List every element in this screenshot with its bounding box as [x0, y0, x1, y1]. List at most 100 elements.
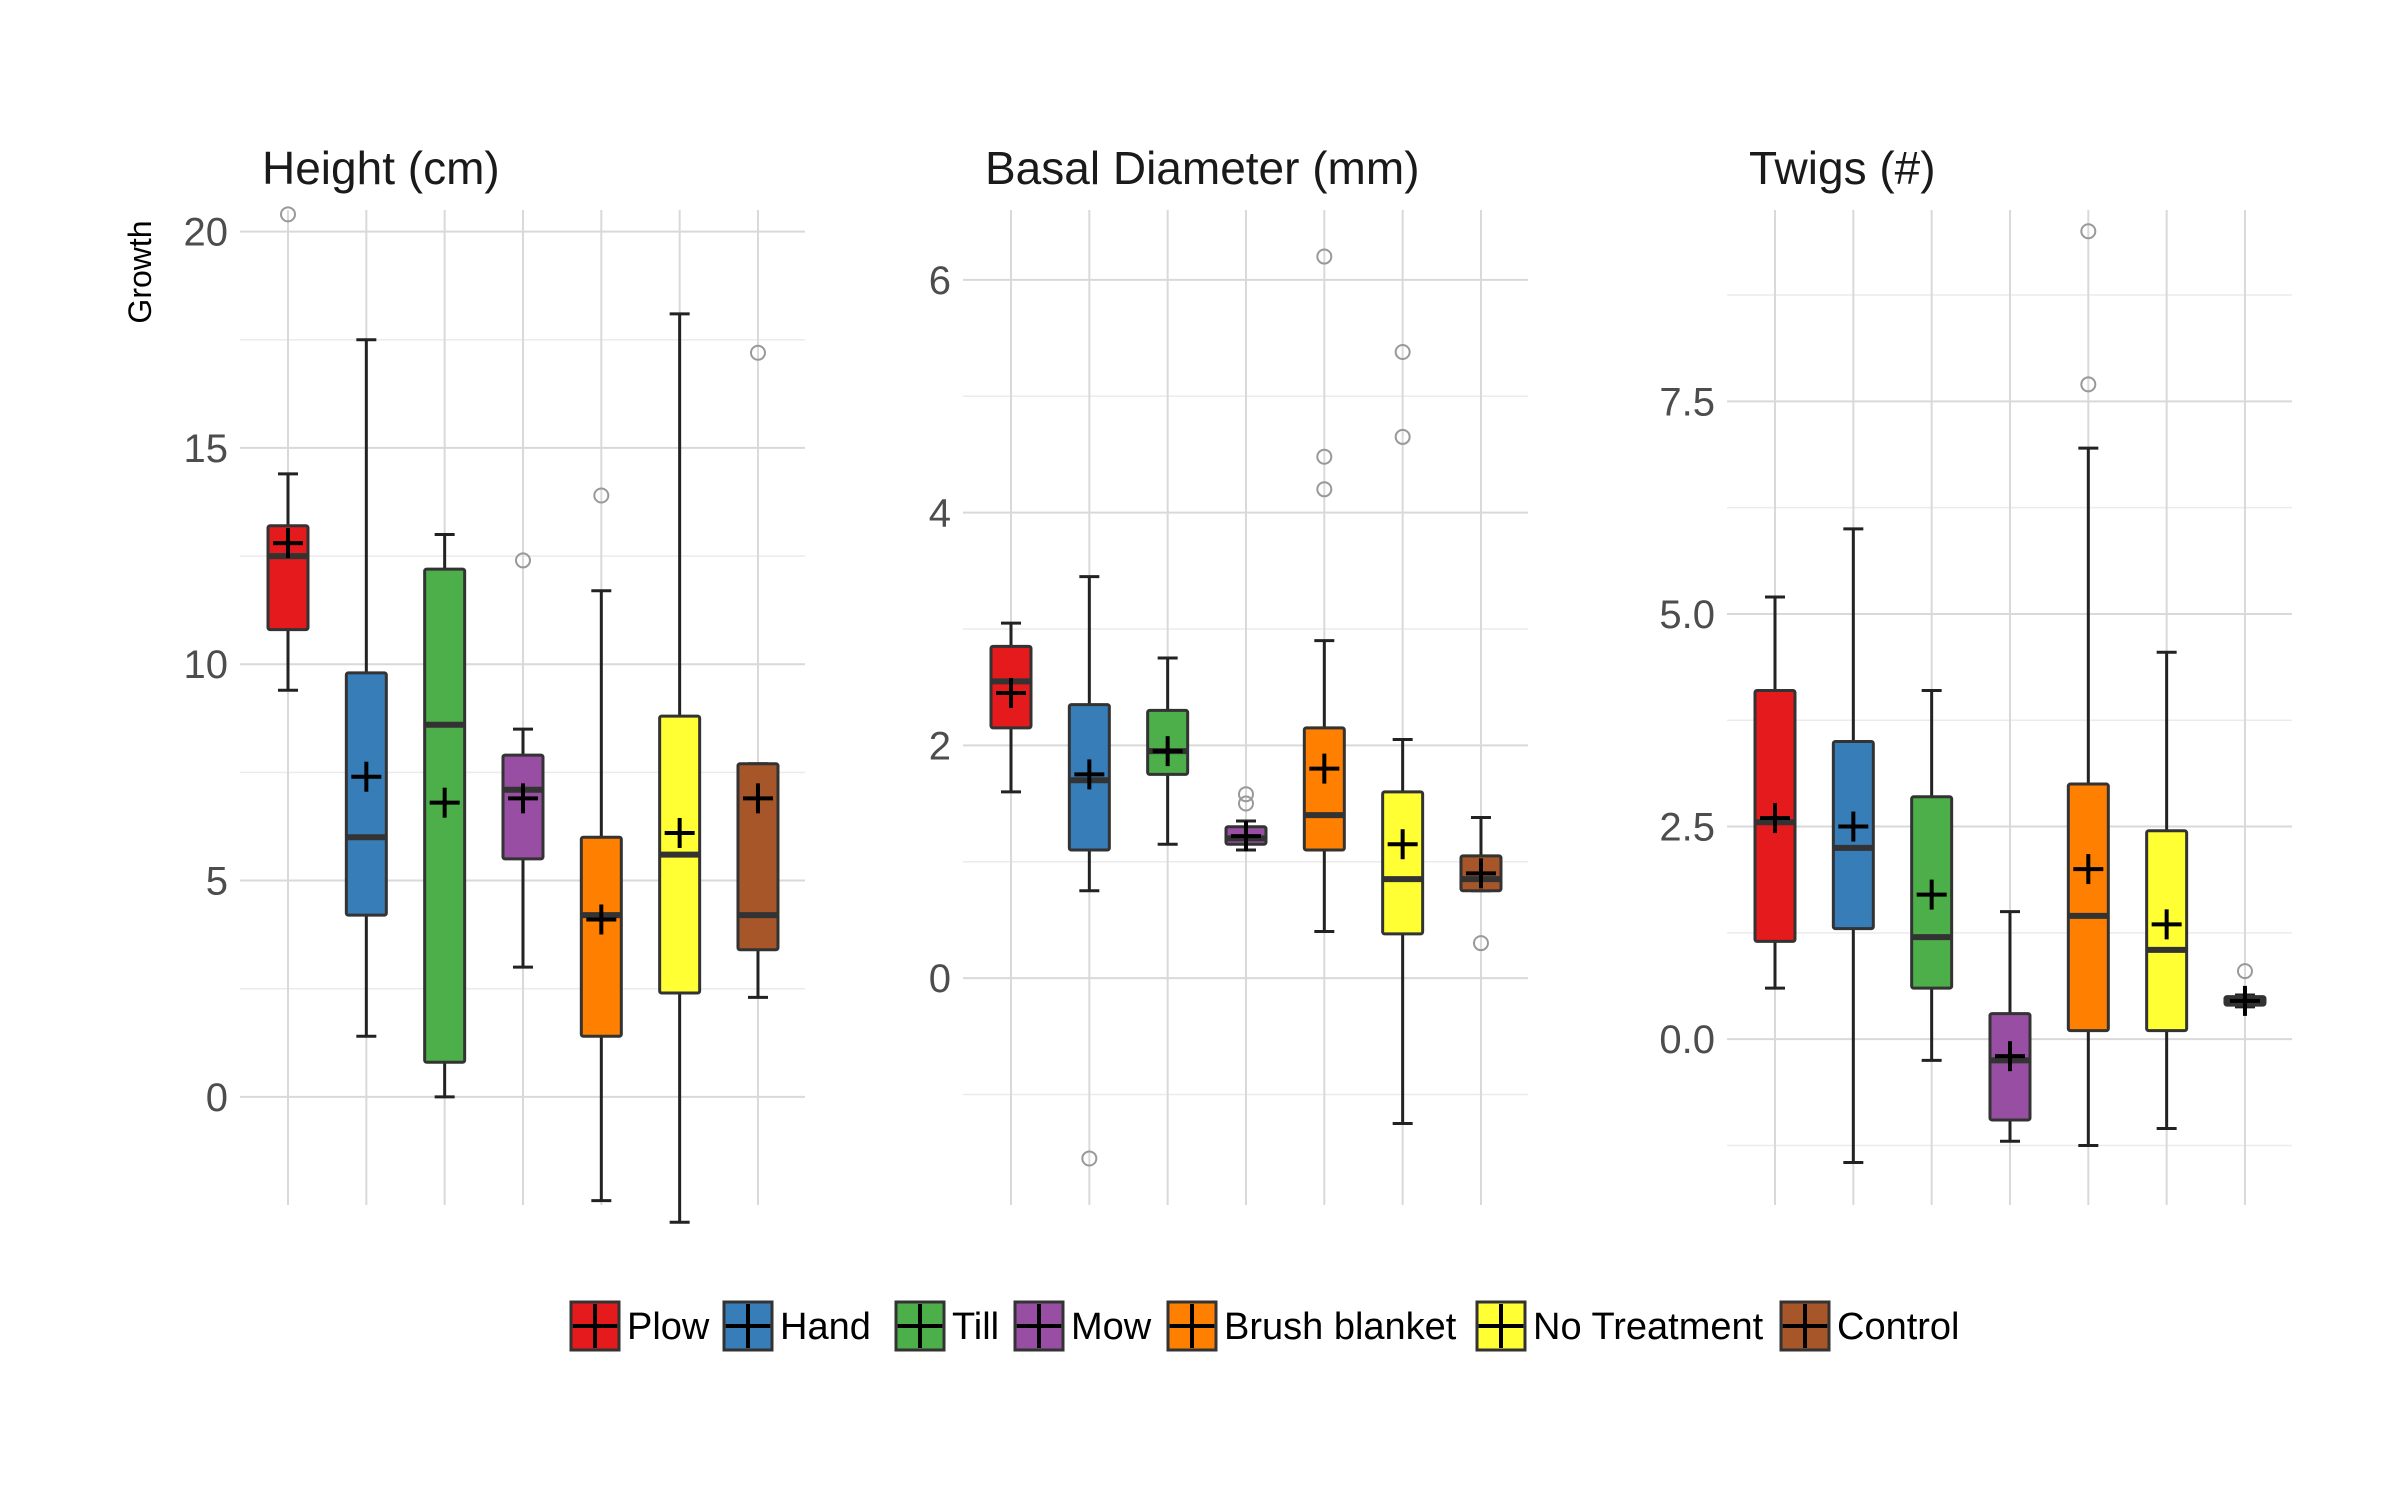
y-tick-label: 10	[184, 643, 229, 687]
outlier-point	[2236, 963, 2253, 980]
outlier-point	[1394, 343, 1411, 360]
outlier-point	[1081, 1150, 1098, 1167]
outlier-point	[1316, 248, 1333, 265]
box-body	[1381, 790, 1425, 936]
legend-item-hand: Hand	[722, 1300, 871, 1352]
panel-title: Twigs (#)	[1749, 142, 1936, 194]
legend-key-mean	[1783, 1304, 1827, 1348]
mean-marker	[1760, 803, 1790, 834]
y-tick-label: 6	[929, 259, 951, 303]
box-body	[266, 524, 310, 632]
box-no-treatment	[658, 312, 702, 1224]
mean-marker	[1838, 811, 1869, 842]
legend-item-mow: Mow	[1013, 1300, 1152, 1352]
y-tick-label: 0	[206, 1076, 228, 1120]
mean-marker	[273, 528, 303, 559]
legend-item-brush-blanket: Brush blanket	[1166, 1300, 1457, 1352]
mean-marker	[507, 783, 538, 814]
mean-marker	[742, 783, 773, 814]
box-hand	[1831, 527, 1875, 1164]
outlier-point	[1316, 481, 1333, 498]
mean-marker	[2151, 909, 2182, 940]
box-brush-blanket	[1302, 248, 1346, 934]
box-body	[736, 762, 780, 952]
box-body	[344, 671, 388, 917]
legend-item-control: Control	[1779, 1300, 1960, 1352]
mean-marker	[351, 761, 382, 792]
panel-1: 0 5 10 15 20 Height (cm)	[184, 142, 805, 1224]
outlier-point	[280, 206, 296, 223]
y-tick-label: 0.0	[1659, 1018, 1715, 1062]
legend-item-no-treatment: No Treatment	[1475, 1300, 1764, 1352]
outlier-point	[1472, 935, 1489, 952]
panel-title: Height (cm)	[262, 142, 500, 194]
box-mow	[501, 552, 545, 969]
legend-label: Plow	[627, 1306, 710, 1348]
mean-marker	[1387, 829, 1418, 860]
mean-marker	[1230, 821, 1261, 852]
legend-key-mean	[898, 1304, 942, 1348]
y-tick-label: 20	[184, 211, 229, 255]
mean-marker	[1152, 736, 1183, 767]
y-tick-label: 5.0	[1659, 593, 1715, 637]
box-hand	[1067, 575, 1111, 1167]
outlier-point	[514, 552, 531, 569]
mean-marker	[429, 787, 460, 818]
legend-item-till: Till	[894, 1300, 999, 1352]
box-mow	[1988, 910, 2032, 1143]
mean-marker	[1309, 753, 1340, 784]
mean-marker	[1916, 879, 1947, 910]
outlier-point	[2080, 223, 2097, 240]
mean-marker	[586, 904, 617, 935]
y-tick-label: 7.5	[1659, 380, 1715, 424]
legend-key-mean	[726, 1304, 770, 1348]
panel-3: 0.0 2.5 5.0 7.5 Twigs (#)	[1659, 142, 2292, 1205]
mean-marker	[996, 677, 1026, 708]
legend-key-mean	[573, 1304, 617, 1348]
mean-marker	[1465, 858, 1496, 889]
box-control	[1459, 815, 1503, 952]
box-mow	[1224, 786, 1268, 852]
panel-title: Basal Diameter (mm)	[985, 142, 1420, 194]
box-plow	[266, 206, 310, 692]
outlier-point	[1394, 428, 1411, 445]
box-no-treatment	[2145, 650, 2189, 1130]
box-body	[1302, 726, 1346, 852]
box-plow	[989, 621, 1033, 794]
outlier-point	[1237, 786, 1254, 803]
panel-2: 0 2 4 6 Basal Diameter (mm)	[929, 142, 1528, 1205]
box-brush-blanket	[2066, 223, 2110, 1147]
box-control	[736, 344, 780, 999]
box-brush-blanket	[579, 487, 623, 1203]
box-hand	[344, 338, 388, 1038]
mean-marker	[664, 817, 695, 848]
legend-label: Till	[952, 1306, 999, 1348]
legend-label: No Treatment	[1533, 1306, 1764, 1348]
legend-label: Mow	[1071, 1306, 1152, 1348]
outlier-point	[749, 344, 766, 361]
box-body	[2066, 782, 2110, 1033]
y-tick-label: 2	[929, 724, 951, 768]
legend-key-mean	[1017, 1304, 1061, 1348]
box-no-treatment	[1381, 343, 1425, 1126]
outlier-point	[1237, 795, 1254, 812]
mean-marker	[2073, 854, 2104, 885]
outlier-point	[593, 487, 610, 504]
y-tick-label: 15	[184, 427, 229, 471]
box-body	[579, 835, 623, 1038]
legend: Plow Hand Till Mow Brush blanket No Treatment…	[569, 1300, 1960, 1352]
mean-marker	[2229, 985, 2260, 1016]
legend-key-mean	[1479, 1304, 1523, 1348]
outlier-point	[1316, 448, 1333, 465]
mean-marker	[1074, 759, 1105, 790]
legend-key-mean	[1170, 1304, 1214, 1348]
box-till	[1910, 688, 1954, 1062]
legend-label: Control	[1837, 1306, 1960, 1348]
y-tick-label: 4	[929, 492, 951, 536]
box-till	[1146, 656, 1190, 846]
box-control	[2223, 963, 2267, 1016]
y-tick-label: 5	[206, 860, 228, 904]
box-plow	[1753, 595, 1797, 990]
legend-label: Hand	[780, 1306, 871, 1348]
